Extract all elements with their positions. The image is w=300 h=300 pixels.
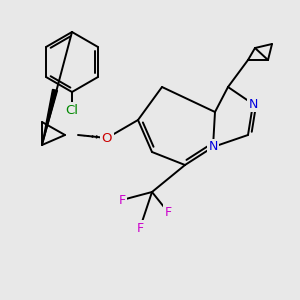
Text: F: F (118, 194, 126, 206)
Polygon shape (42, 89, 57, 145)
Text: N: N (208, 140, 218, 154)
Text: F: F (164, 206, 172, 218)
Text: N: N (248, 98, 258, 110)
Text: F: F (136, 221, 144, 235)
Text: O: O (102, 131, 112, 145)
Text: Cl: Cl (65, 103, 79, 116)
